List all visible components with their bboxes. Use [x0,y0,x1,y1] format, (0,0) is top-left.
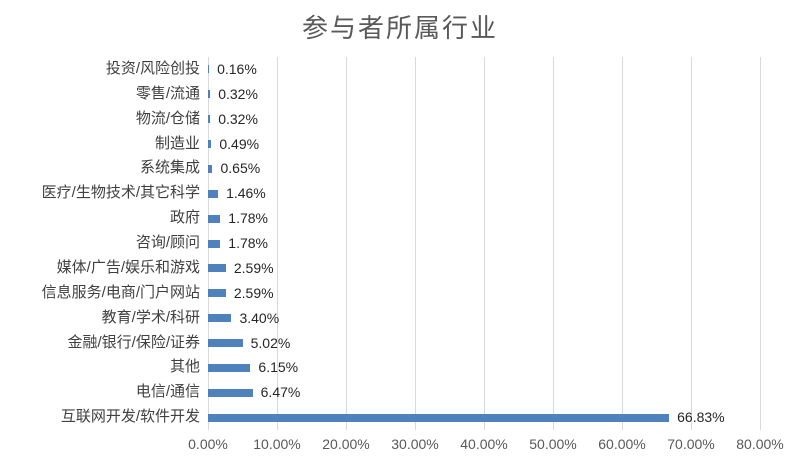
bar-value-label: 0.16% [217,61,257,77]
bar [208,90,211,99]
category-axis: 投资/风险创投零售/流通物流/仓储制造业系统集成医疗/生物技术/其它科学政府咨询… [0,57,200,430]
gridline [277,57,278,430]
category-label: 咨询/顾问 [135,234,200,252]
x-axis-tick-label: 20.00% [322,436,370,452]
bar-value-label: 2.59% [233,284,274,301]
gridline [415,57,416,430]
category-label: 教育/学术/科研 [101,308,200,326]
bar [208,65,210,74]
category-label: 制造业 [154,134,200,152]
category-label: 其他 [169,358,200,376]
x-axis-tick-label: 60.00% [598,436,646,452]
bar-value-label: 6.15% [258,359,299,376]
gridline [691,57,692,430]
x-axis-tick-label: 70.00% [667,436,715,452]
category-label: 物流/仓储 [135,109,200,127]
bar-value-label: 1.78% [228,210,268,227]
bar-value-label: 0.49% [219,135,260,152]
bar [208,413,670,422]
x-axis-tick-label: 40.00% [460,436,508,452]
bar [208,338,243,347]
bar [208,264,226,273]
x-axis-tick-label: 10.00% [253,436,301,452]
category-label: 投资/风险创投 [105,60,200,77]
category-label: 互联网开发/软件开发 [60,408,200,426]
bar [208,164,213,173]
bar-value-label: 0.65% [220,160,261,177]
gridline [553,57,554,430]
bar-value-label: 3.40% [239,309,280,326]
gridline [484,57,485,430]
bar [208,289,226,298]
bar [208,214,221,223]
bar-value-label: 0.32% [218,110,258,127]
category-label: 政府 [169,209,200,227]
x-axis-tick-label: 0.00% [188,436,228,452]
bar-value-label: 6.47% [260,384,301,401]
x-axis-tick-label: 30.00% [391,436,439,452]
category-label: 零售/流通 [135,84,200,102]
bar-value-label: 1.78% [228,235,268,252]
bar [208,363,251,372]
bar-value-label: 0.32% [218,85,258,102]
category-label: 媒体/广告/娱乐和游戏 [56,258,200,276]
category-label: 医疗/生物技术/其它科学 [41,184,200,202]
bar-value-label: 66.83% [677,409,725,426]
bar [208,388,253,397]
plot-area: 0.16% 0.32% 0.32% 0.49% 0.65% 1.46% 1.78% 1.78%… [208,57,761,430]
bar-value-label: 1.46% [226,185,266,202]
gridline [346,57,347,430]
category-label: 金融/银行/保险/证券 [67,333,200,351]
bar-value-label: 2.59% [233,259,274,276]
gridline [760,57,761,430]
bar [208,115,211,124]
category-label: 系统集成 [139,159,200,177]
category-label: 信息服务/电商/门户网站 [41,283,200,301]
x-axis: 0.00% 10.00% 20.00% 30.00% 40.00% 50.00% 60.00… [188,436,784,456]
bar [208,239,221,248]
x-axis-tick-label: 50.00% [529,436,577,452]
gridline [622,57,623,430]
x-axis-tick-label: 80.00% [736,436,784,452]
category-label: 电信/通信 [135,383,200,401]
chart-title: 参与者所属行业 [301,13,498,43]
bar-value-label: 5.02% [250,334,291,351]
bar [208,189,219,198]
bar [208,140,212,149]
bar [208,314,232,323]
